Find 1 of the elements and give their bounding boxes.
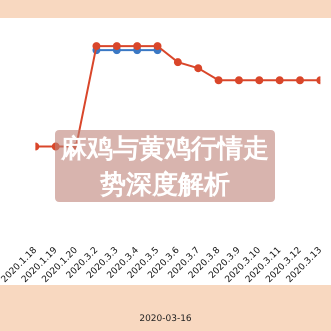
text: 2020-03-16 <box>138 314 193 324</box>
